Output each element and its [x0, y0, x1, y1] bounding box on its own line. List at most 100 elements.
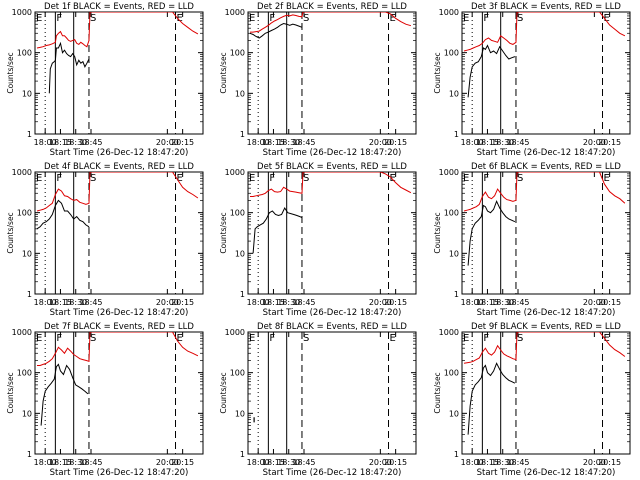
- x-tick-label: 18:45: [506, 458, 529, 467]
- plot-frame: [34, 11, 204, 135]
- x-tick-label: 18:45: [79, 298, 102, 307]
- y-tick-label: 1: [27, 450, 32, 459]
- y-tick-label: 1000: [12, 328, 32, 337]
- y-tick-label: 1: [240, 130, 245, 139]
- y-tick-label: 1: [27, 130, 32, 139]
- y-tick-label: 100: [17, 369, 32, 378]
- y-tick-label: 1000: [439, 328, 459, 337]
- x-tick-label: 18:15: [262, 458, 285, 467]
- marker-label: F: [56, 173, 62, 184]
- marker-label: F: [269, 333, 275, 344]
- x-tick-label: 20:15: [598, 138, 621, 147]
- x-tick-label: 18:30: [64, 298, 87, 307]
- x-axis-label: Start Time (26-Dec-12 18:47:20): [477, 148, 616, 158]
- y-tick-label: 1: [27, 290, 32, 299]
- x-tick-label: 18:30: [491, 138, 514, 147]
- x-tick-label: 18:00: [247, 138, 270, 147]
- x-tick-label: 20:15: [384, 298, 407, 307]
- x-axis-label: Start Time (26-Dec-12 18:47:20): [50, 308, 189, 318]
- x-tick-label: 18:45: [79, 138, 102, 147]
- x-tick-label: 18:00: [461, 458, 484, 467]
- marker-label: F: [269, 173, 275, 184]
- x-tick-label: 18:45: [292, 458, 315, 467]
- y-tick-label: 10: [235, 249, 245, 258]
- x-axis-label: Start Time (26-Dec-12 18:47:20): [263, 148, 402, 158]
- y-tick-label: 100: [444, 369, 459, 378]
- x-tick-label: 20:00: [156, 298, 179, 307]
- y-tick-label: 100: [17, 209, 32, 218]
- marker-label: S: [517, 173, 523, 184]
- series-events-line: [249, 22, 303, 39]
- x-tick-label: 18:30: [64, 138, 87, 147]
- y-tick-label: 100: [230, 209, 245, 218]
- chart-title: Det 4f BLACK = Events, RED = LLD: [44, 162, 194, 172]
- x-axis-label: Start Time (26-Dec-12 18:47:20): [50, 468, 189, 478]
- series-events-line: [36, 199, 90, 230]
- chart-title: Det 3f BLACK = Events, RED = LLD: [471, 2, 621, 12]
- y-tick-label: 1: [240, 450, 245, 459]
- marker-label: E: [249, 333, 255, 344]
- x-tick-label: 18:00: [461, 138, 484, 147]
- chart-panel: Det 3f BLACK = Events, RED = LLD 1 10 100 10…: [433, 2, 631, 158]
- series-lld-line: [36, 12, 199, 49]
- marker-label: E: [390, 173, 396, 184]
- marker-label: S: [517, 333, 523, 344]
- marker-label: F: [269, 13, 275, 24]
- y-tick-label: 1: [240, 290, 245, 299]
- y-tick-label: 10: [22, 409, 32, 418]
- y-tick-label: 10: [449, 89, 459, 98]
- x-tick-label: 18:45: [292, 138, 315, 147]
- x-tick-label: 20:15: [171, 138, 194, 147]
- x-tick-label: 20:15: [384, 138, 407, 147]
- marker-label: F: [56, 333, 62, 344]
- marker-label: E: [604, 173, 610, 184]
- chart-panel: Det 6f BLACK = Events, RED = LLD 1 10 100 10…: [433, 162, 631, 318]
- y-tick-label: 10: [449, 249, 459, 258]
- x-tick-label: 18:00: [34, 298, 57, 307]
- x-tick-label: 18:30: [491, 298, 514, 307]
- chart-panel: Det 1f BLACK = Events, RED = LLD 1 10 100 10…: [6, 2, 204, 158]
- marker-label: E: [390, 13, 396, 24]
- marker-label: E: [177, 173, 183, 184]
- y-tick-label: 1000: [12, 8, 32, 17]
- x-tick-label: 20:00: [369, 138, 392, 147]
- y-axis-label: Counts/sec: [433, 212, 442, 253]
- y-tick-label: 1: [454, 450, 459, 459]
- series-events-line: [467, 199, 516, 266]
- marker-label: E: [463, 173, 469, 184]
- y-tick-label: 1000: [439, 168, 459, 177]
- x-tick-label: 18:15: [49, 458, 72, 467]
- marker-label: F: [483, 333, 489, 344]
- x-tick-label: 18:00: [461, 298, 484, 307]
- y-axis-label: Counts/sec: [219, 372, 228, 413]
- series-lld-line: [250, 12, 412, 33]
- plot-frame: [461, 11, 631, 135]
- x-tick-label: 18:45: [79, 458, 102, 467]
- chart-panel: Det 9f BLACK = Events, RED = LLD 1 10 100 10…: [433, 322, 631, 478]
- series-lld-line: [463, 172, 626, 212]
- plot-frame: [34, 331, 204, 455]
- marker-label: E: [604, 333, 610, 344]
- x-tick-label: 18:15: [49, 298, 72, 307]
- chart-panel: Det 8f BLACK = Events, RED = LLD 1 10 100 10…: [219, 322, 417, 478]
- series-lld-line: [463, 332, 626, 364]
- marker-label: F: [483, 173, 489, 184]
- y-tick-label: 10: [22, 89, 32, 98]
- x-tick-label: 20:00: [583, 138, 606, 147]
- y-tick-label: 1: [454, 130, 459, 139]
- y-tick-label: 100: [230, 369, 245, 378]
- marker-label: S: [517, 13, 523, 24]
- y-tick-label: 10: [449, 409, 459, 418]
- x-tick-label: 18:15: [262, 138, 285, 147]
- chart-panel: Det 4f BLACK = Events, RED = LLD 1 10 100 10…: [6, 162, 204, 318]
- x-tick-label: 18:15: [476, 458, 499, 467]
- y-tick-label: 1000: [439, 8, 459, 17]
- x-tick-label: 20:00: [369, 298, 392, 307]
- y-tick-label: 10: [22, 249, 32, 258]
- y-tick-label: 100: [444, 49, 459, 58]
- plot-frame: [247, 11, 417, 135]
- series-events-line: [40, 363, 89, 426]
- marker-label: F: [56, 13, 62, 24]
- marker-label: E: [463, 333, 469, 344]
